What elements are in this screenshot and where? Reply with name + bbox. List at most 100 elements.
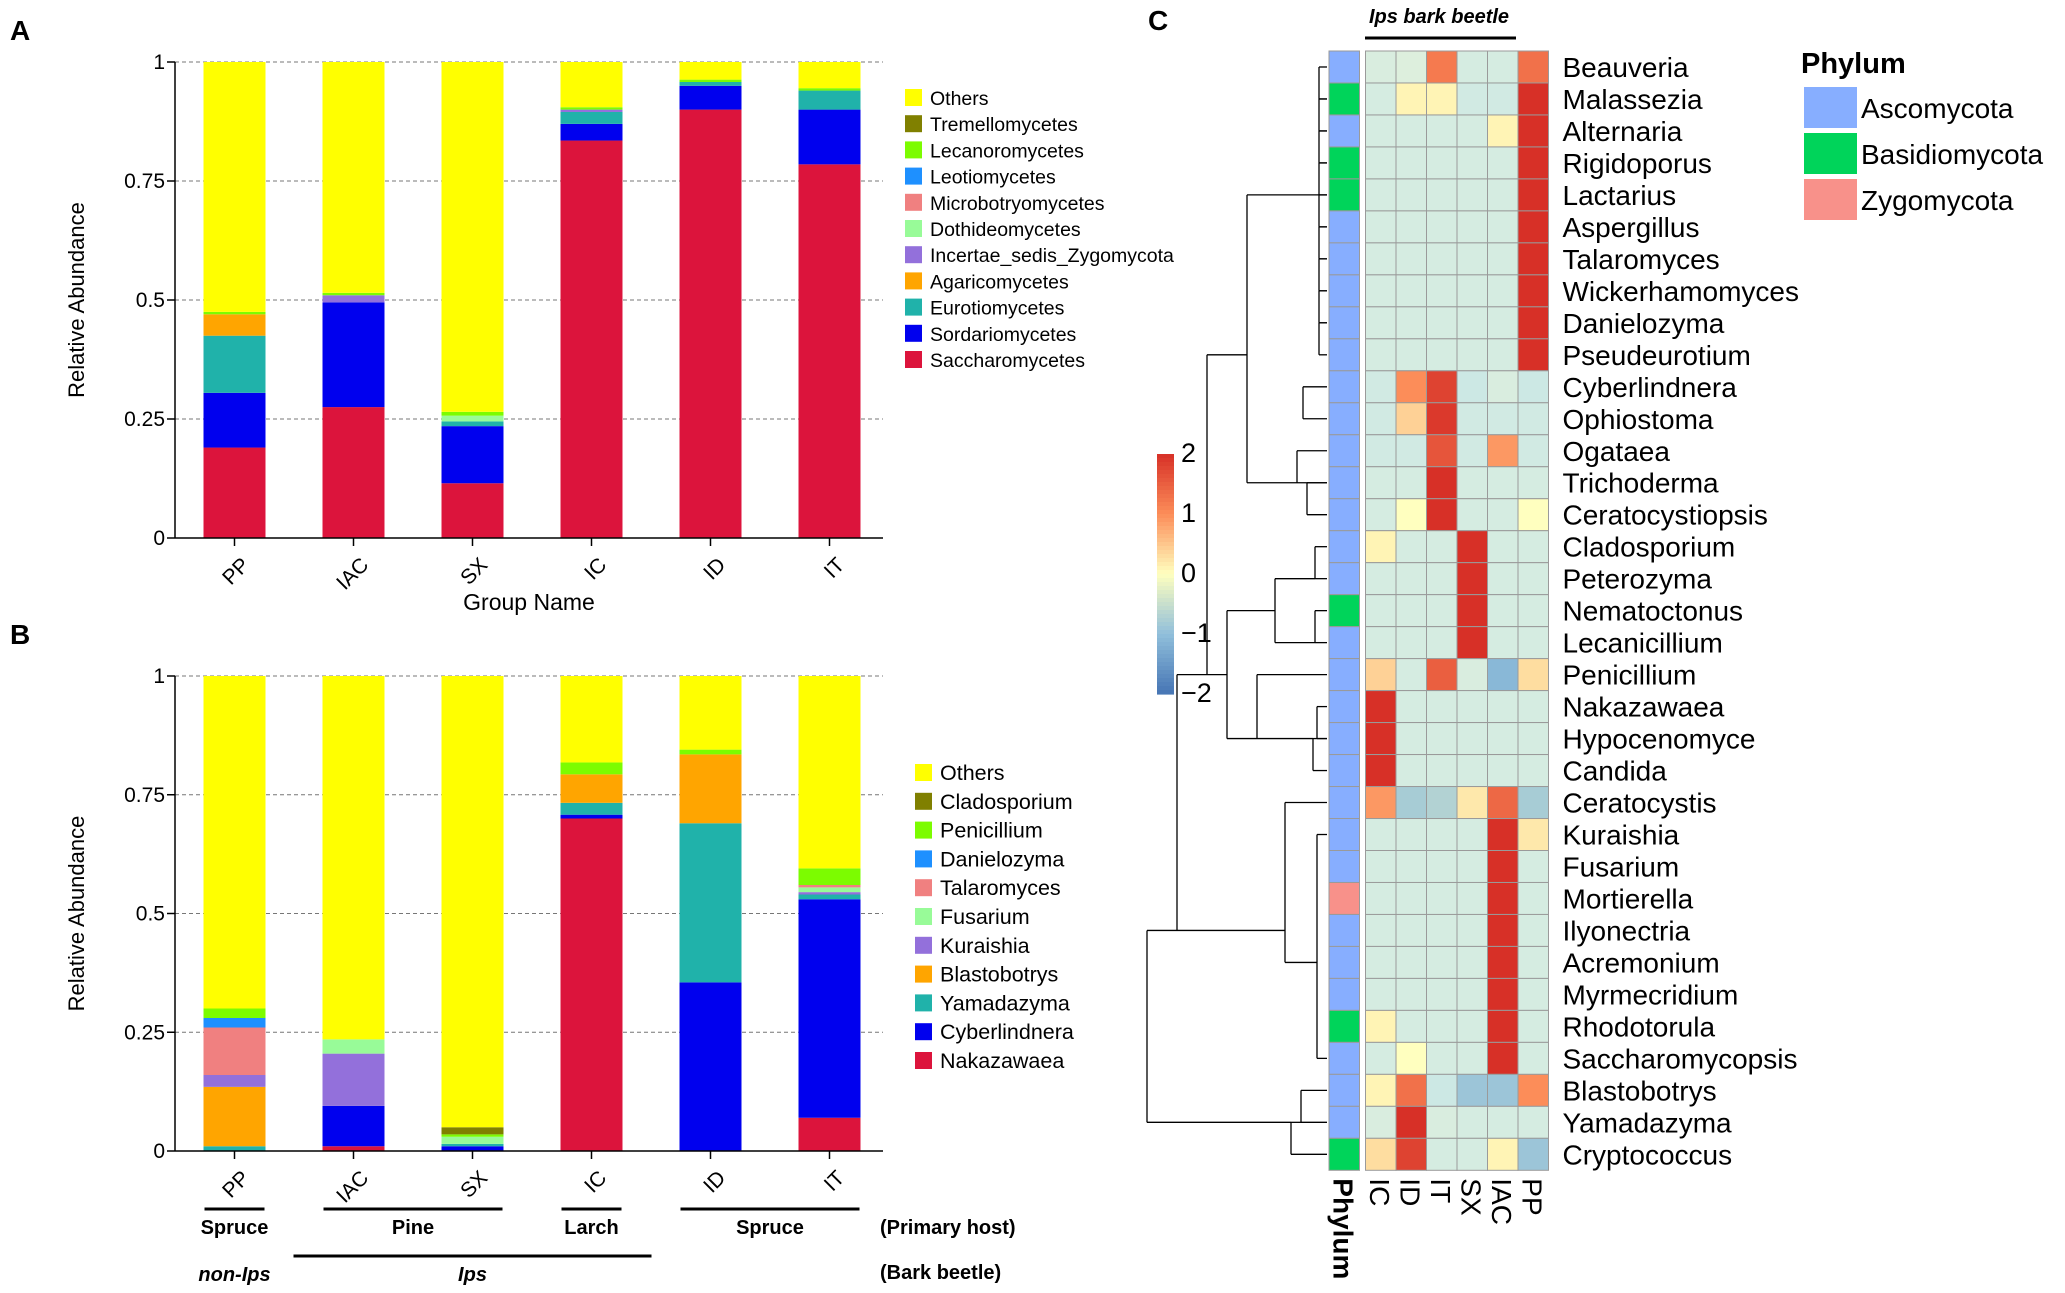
y-axis-title: Relative Abundance xyxy=(64,202,89,398)
colorbar-segment xyxy=(1157,662,1174,667)
y-tick-label: 0.25 xyxy=(124,1021,165,1044)
heat-cell-ilyonectria-pp xyxy=(1517,913,1549,947)
legend-swatch-kuraishia xyxy=(915,936,932,954)
heat-cell-pseudeurotium-it xyxy=(1426,338,1458,372)
heat-cell-hypocenomyce-ic xyxy=(1365,722,1397,756)
legend-swatch-dothideomycetes xyxy=(905,220,922,237)
phylum-cell-alternaria xyxy=(1328,114,1360,148)
host-label: Larch xyxy=(564,1217,618,1239)
row-label-cryptococcus: Cryptococcus xyxy=(1563,1139,1733,1170)
bar-segment-IC-eurotiomycetes xyxy=(560,111,623,124)
bar-segment-IC-others xyxy=(560,676,623,763)
heat-cell-candida-sx xyxy=(1456,754,1488,788)
bar-segment-SX-fusarium xyxy=(441,1136,504,1144)
colorbar-segment xyxy=(1157,670,1174,675)
colorbar-segment xyxy=(1157,558,1174,563)
row-label-fusarium: Fusarium xyxy=(1563,851,1680,882)
x-tick-label: IC xyxy=(580,553,611,584)
phylum-cell-wickerhamomyces xyxy=(1328,274,1360,308)
heat-cell-nematoctonus-iac xyxy=(1487,594,1519,628)
bar-segment-IT-others xyxy=(798,676,861,869)
colorbar-segment xyxy=(1157,474,1174,479)
colorbar-segment xyxy=(1157,642,1174,647)
colorbar-segment xyxy=(1157,666,1174,671)
heat-cell-wickerhamomyces-it xyxy=(1426,274,1458,308)
heat-cell-lecanicillium-pp xyxy=(1517,626,1549,660)
bar-segment-IC-incertae_sedis_zygomycota xyxy=(560,109,623,112)
heat-cell-talaromyces-iac xyxy=(1487,242,1519,276)
colorbar-segment xyxy=(1157,570,1174,575)
heat-cell-saccharomycopsis-id xyxy=(1395,1041,1427,1075)
legend-label-yamadazyma: Yamadazyma xyxy=(940,991,1070,1015)
heat-cell-ogataea-sx xyxy=(1456,434,1488,468)
heat-cell-cryptococcus-it xyxy=(1426,1137,1458,1171)
colorbar-segment xyxy=(1157,578,1174,583)
heat-cell-beauveria-it xyxy=(1426,50,1458,84)
bar-segment-IAC-sordariomycetes xyxy=(322,302,385,408)
x-tick-label: SX xyxy=(456,1166,492,1202)
heat-cell-nematoctonus-ic xyxy=(1365,594,1397,628)
colorbar-segment xyxy=(1157,482,1174,487)
heat-cell-candida-iac xyxy=(1487,754,1519,788)
heat-cell-myrmecridium-pp xyxy=(1517,977,1549,1011)
heat-cell-ceratocystiopsis-ic xyxy=(1365,498,1397,532)
beetle-label: non-Ips xyxy=(198,1264,270,1286)
heat-cell-malassezia-id xyxy=(1395,82,1427,116)
bar-segment-ID-sordariomycetes xyxy=(679,85,742,110)
heat-cell-candida-ic xyxy=(1365,754,1397,788)
legend-label-nakazawaea: Nakazawaea xyxy=(940,1049,1064,1073)
heat-cell-ceratocystis-sx xyxy=(1456,786,1488,820)
heat-cell-mortierella-it xyxy=(1426,881,1458,915)
bar-segment-ID-lecanoromycetes xyxy=(679,79,742,82)
heat-cell-cyberlindnera-it xyxy=(1426,370,1458,404)
column-label-it: IT xyxy=(1425,1178,1456,1203)
heat-cell-ceratocystiopsis-sx xyxy=(1456,498,1488,532)
heat-cell-aspergillus-sx xyxy=(1456,210,1488,244)
phylum-cell-talaromyces xyxy=(1328,242,1360,276)
heat-cell-lecanicillium-id xyxy=(1395,626,1427,660)
colorbar-segment xyxy=(1157,466,1174,471)
phylum-column-label: Phylum xyxy=(1327,1178,1358,1279)
phylum-cell-trichoderma xyxy=(1328,466,1360,500)
heat-cell-kuraishia-iac xyxy=(1487,818,1519,852)
legend-label-penicillium: Penicillium xyxy=(940,819,1043,843)
bar-segment-PP-yamadazyma xyxy=(203,1146,266,1151)
panel-label-b: B xyxy=(10,619,30,650)
host-label: Spruce xyxy=(736,1217,804,1239)
x-tick-label: ID xyxy=(699,1166,730,1197)
heat-cell-ophiostoma-pp xyxy=(1517,402,1549,436)
heat-cell-ogataea-iac xyxy=(1487,434,1519,468)
heat-cell-rigidoporus-ic xyxy=(1365,146,1397,180)
phylum-cell-aspergillus xyxy=(1328,210,1360,244)
bar-segment-SX-eurotiomycetes xyxy=(441,421,504,427)
heat-cell-ceratocystis-id xyxy=(1395,786,1427,820)
bar-segment-PP-talaromyces xyxy=(203,1027,266,1075)
panel-label-a: A xyxy=(10,15,30,46)
bar-segment-IC-penicillium xyxy=(560,762,623,775)
row-label-rhodotorula: Rhodotorula xyxy=(1563,1011,1716,1042)
heat-cell-fusarium-iac xyxy=(1487,850,1519,883)
heat-cell-beauveria-pp xyxy=(1517,50,1549,84)
colorbar-segment xyxy=(1157,554,1174,559)
legend-label-blastobotrys: Blastobotrys xyxy=(940,963,1058,987)
heat-cell-nematoctonus-sx xyxy=(1456,594,1488,628)
heat-cell-aspergillus-it xyxy=(1426,210,1458,244)
colorbar-segment xyxy=(1157,646,1174,651)
bar-segment-PP-blastobotrys xyxy=(203,1086,266,1147)
heat-cell-cyberlindnera-ic xyxy=(1365,370,1397,404)
heat-cell-trichoderma-iac xyxy=(1487,466,1519,500)
heat-cell-ophiostoma-id xyxy=(1395,402,1427,436)
heat-cell-ilyonectria-ic xyxy=(1365,913,1397,947)
heat-cell-beauveria-sx xyxy=(1456,50,1488,84)
heat-cell-rigidoporus-pp xyxy=(1517,146,1549,180)
bar-segment-ID-others xyxy=(679,62,742,80)
heat-cell-penicillium-it xyxy=(1426,658,1458,692)
heat-cell-kuraishia-ic xyxy=(1365,818,1397,852)
heat-cell-blastobotrys-sx xyxy=(1456,1073,1488,1107)
panel-a-chart: 0 0.25 0.5 0.75 1 PP IAC SX IC ID IT Relative Abund… xyxy=(10,15,1174,615)
bar-segment-IT-fusarium xyxy=(798,887,861,893)
bar-segment-ID-others xyxy=(679,676,742,750)
colorbar-segment xyxy=(1157,462,1174,467)
legend-label-incertae_sedis_zygomycota: Incertae_sedis_Zygomycota xyxy=(930,245,1174,267)
legend-label-lecanoromycetes: Lecanoromycetes xyxy=(930,140,1084,162)
